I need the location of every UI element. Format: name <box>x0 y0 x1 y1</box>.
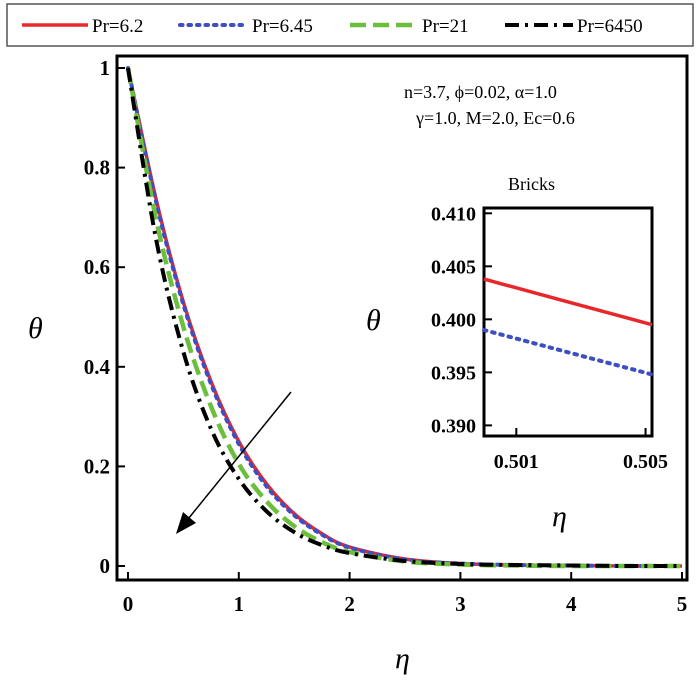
x-tick-label-1: 1 <box>234 592 245 616</box>
y-tick-label-0-4: 0.4 <box>84 355 111 379</box>
inset-y-axis-title: θ <box>366 304 381 337</box>
inset-x-axis-title: η <box>552 500 567 533</box>
y-tick-label-0: 0 <box>100 554 111 578</box>
main-x-axis-title: η <box>395 642 410 675</box>
parameter-line-2: γ=1.0, M=2.0, Ec=0.6 <box>415 108 575 128</box>
inset-x-tick-label-0-501: 0.501 <box>494 451 539 473</box>
inset-x-tick-label-0-505: 0.505 <box>623 451 668 473</box>
legend-label-pr-6-2: Pr=6.2 <box>92 16 143 37</box>
x-tick-label-2: 2 <box>344 592 355 616</box>
inset-series <box>482 277 654 377</box>
inset-y-tick-label-0-395: 0.395 <box>431 362 476 384</box>
x-tick-label-0: 0 <box>123 592 134 616</box>
y-tick-label-0-6: 0.6 <box>84 255 110 279</box>
inset-y-tick-label-0-400: 0.400 <box>431 309 476 331</box>
trend-arrow-shaft <box>183 391 292 525</box>
legend-label-pr-6-45: Pr=6.45 <box>252 16 313 37</box>
series-line-pr-6450 <box>126 67 683 569</box>
y-tick-label-0-8: 0.8 <box>84 156 110 180</box>
main-plot-frame <box>115 54 689 582</box>
inset-y-tick-label-0-390: 0.390 <box>431 415 476 437</box>
series-line-pr-21 <box>125 67 682 569</box>
legend-label-pr-6450: Pr=6450 <box>577 16 643 37</box>
trend-arrow <box>176 391 292 534</box>
trend-arrow-head <box>176 512 196 534</box>
series-line-pr-6-45 <box>126 66 684 569</box>
main-series <box>125 66 684 569</box>
inset-plot-frame <box>482 206 654 438</box>
parameter-line-1: n=3.7, ϕ=0.02, α=1.0 <box>404 82 557 102</box>
x-tick-label-3: 3 <box>455 592 466 616</box>
main-axis-ticks: 0 1 2 3 4 5 0 0.2 0.4 0.6 0.8 1 <box>84 56 688 616</box>
x-tick-label-4: 4 <box>566 592 577 616</box>
y-tick-label-0-2: 0.2 <box>84 454 110 478</box>
inset-y-tick-label-0-410: 0.410 <box>431 203 476 225</box>
inset-axis-ticks: 0.501 0.505 0.390 0.395 0.400 0.405 0.410 <box>431 203 668 473</box>
inset-title: Bricks <box>508 174 555 194</box>
legend-label-pr-21: Pr=21 <box>422 16 469 37</box>
legend: Pr=6.2 Pr=6.45 Pr=21 Pr=6450 <box>6 3 694 47</box>
y-tick-label-1: 1 <box>100 56 111 80</box>
main-y-axis-title: θ <box>28 312 43 345</box>
inset-series-line-pr-6-2 <box>483 277 653 327</box>
inset-series-line-pr-6-45 <box>482 328 654 377</box>
x-tick-label-5: 5 <box>677 592 688 616</box>
inset-y-tick-label-0-405: 0.405 <box>431 256 476 278</box>
